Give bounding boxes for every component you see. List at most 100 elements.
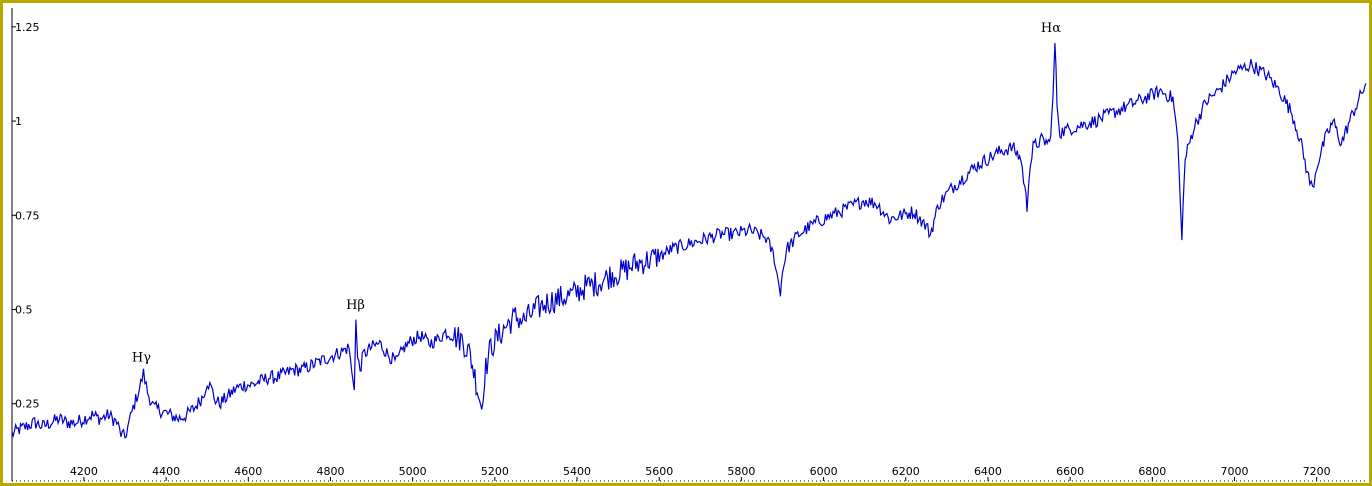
data-point [412,339,413,340]
data-point [420,335,421,336]
spectrum-chart: 0.25 0.5 0.75 1 1.25 4200 4400 4600 4800 5000 5200… [11,8,1367,482]
data-point [987,158,988,159]
data-point [876,203,877,204]
data-point [1185,158,1186,159]
data-point [782,271,783,272]
data-point [124,437,125,438]
data-point [351,373,352,374]
data-point [765,237,766,238]
data-point [170,414,171,415]
data-point [1300,139,1301,140]
data-point [355,320,356,321]
data-point [930,234,931,235]
data-point [428,343,429,344]
data-point [18,430,19,431]
data-point [202,396,203,397]
data-point [1217,90,1218,91]
data-point [634,264,635,265]
data-point [26,426,27,427]
data-point [357,358,358,359]
data-point [379,343,380,344]
data-point [75,422,76,423]
data-point [1172,98,1173,99]
x-tick-label: 6200 [892,465,920,478]
x-tick-label: 6800 [1138,465,1166,478]
data-point [100,418,101,419]
data-point [749,230,750,231]
data-point [548,301,549,302]
data-point [864,200,865,201]
data-point [1127,105,1128,106]
data-point [108,414,109,415]
data-point [1033,147,1034,148]
data-point [1291,113,1292,114]
x-tick-label: 4200 [70,465,98,478]
data-point [252,384,253,385]
y-tick-label: 1.25 [15,21,40,34]
data-point [285,373,286,374]
data-point [260,381,261,382]
data-point [129,422,130,423]
data-point [478,392,479,393]
data-point [889,218,890,219]
data-point [786,249,787,250]
data-point [815,222,816,223]
data-point [293,369,294,370]
annotations: Hγ Hβ Hα [132,21,1061,366]
data-point [1070,128,1071,129]
data-point [219,403,220,404]
data-point [938,203,939,204]
data-point [437,339,438,340]
data-point [950,188,951,189]
data-point [798,234,799,235]
data-point [186,414,187,415]
data-point [83,418,84,419]
data-point [59,418,60,419]
data-point [1250,64,1251,65]
data-point [1094,120,1095,121]
y-tick-label: 0.75 [15,209,40,222]
data-point [831,215,832,216]
data-point [1000,151,1001,152]
data-point [445,332,446,333]
data-point [535,309,536,310]
data-point [276,377,277,378]
data-point [178,418,179,419]
data-point [396,362,397,363]
data-point [1144,98,1145,99]
data-point [507,324,508,325]
data-point [1181,234,1182,235]
data-point [1024,188,1025,189]
data-point [848,207,849,208]
data-point [34,422,35,423]
data-point [778,283,779,284]
data-point [42,426,43,427]
data-point [348,347,349,348]
data-point [913,211,914,212]
line-annotation: Hγ [132,351,151,366]
data-point [371,347,372,348]
data-point [161,411,162,412]
data-point [120,433,121,434]
data-point [733,234,734,235]
data-point [244,384,245,385]
series-layer [11,41,1367,439]
data-point [147,392,148,393]
data-point [1056,102,1057,103]
data-point [720,234,721,235]
x-tick-label: 5800 [727,465,755,478]
data-point [334,354,335,355]
data-point [1177,139,1178,140]
data-point [92,414,93,415]
data-point [139,388,140,389]
data-point [235,388,236,389]
data-point [585,286,586,287]
data-point [211,388,212,389]
data-point [268,377,269,378]
data-point [1111,113,1112,114]
data-point [1054,41,1055,42]
data-point [1308,177,1309,178]
x-tick-label: 5400 [563,465,591,478]
data-point [1279,90,1280,91]
data-point [696,241,697,242]
